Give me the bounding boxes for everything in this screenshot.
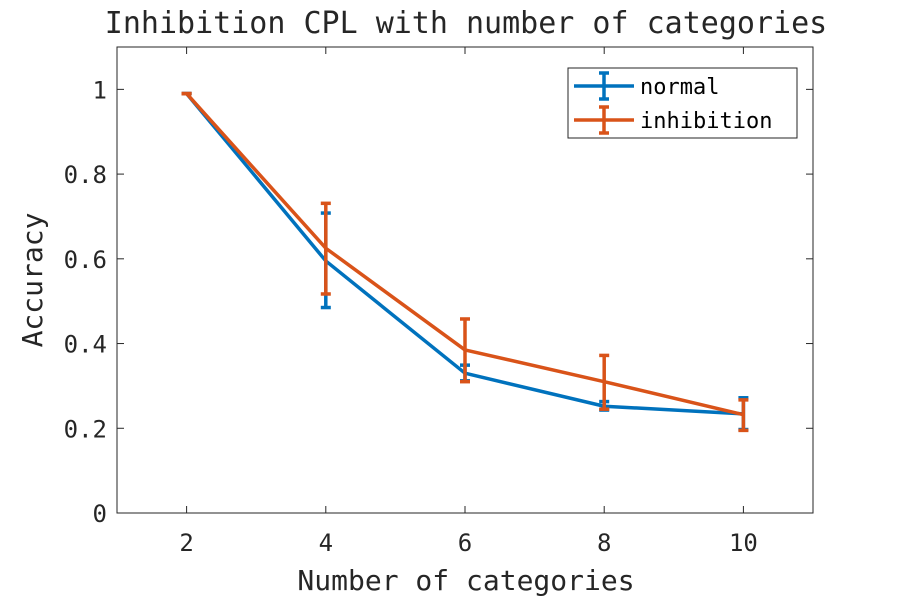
y-tick-label: 0 bbox=[93, 500, 107, 528]
error-bar-inhibition bbox=[460, 317, 470, 384]
y-tick-label: 0.4 bbox=[64, 331, 107, 359]
x-tick-label: 6 bbox=[458, 529, 472, 557]
plot-area-border bbox=[116, 46, 814, 514]
tick-layer: 2 4 6 8 10 0 0.2 0.4 0.6 0.8 1 bbox=[64, 47, 813, 557]
x-tick-label: 10 bbox=[729, 529, 758, 557]
y-tick-label: 0.6 bbox=[64, 246, 107, 274]
x-tick-label: 2 bbox=[179, 529, 193, 557]
y-axis-label: Accuracy bbox=[16, 213, 49, 348]
legend-label-inhibition: inhibition bbox=[640, 109, 772, 134]
error-bar-inhibition bbox=[320, 201, 331, 296]
legend-entry-normal: normal bbox=[574, 71, 719, 101]
y-tick-label: 0.2 bbox=[64, 415, 107, 443]
x-tick-label: 4 bbox=[319, 529, 333, 557]
legend: normal inhibition bbox=[567, 67, 798, 139]
y-tick-label: 0.8 bbox=[64, 161, 107, 189]
series-layer bbox=[181, 91, 749, 433]
legend-label-normal: normal bbox=[640, 75, 719, 100]
legend-box bbox=[567, 67, 798, 139]
error-bar-inhibition bbox=[738, 398, 749, 433]
y-tick-label: 1 bbox=[93, 76, 107, 104]
chart-title: Inhibition CPL with number of categories bbox=[105, 6, 827, 41]
error-bar-inhibition bbox=[599, 353, 610, 411]
legend-entry-inhibition: inhibition bbox=[574, 105, 772, 135]
x-tick-label: 8 bbox=[597, 529, 611, 557]
x-axis-label: Number of categories bbox=[297, 564, 634, 597]
